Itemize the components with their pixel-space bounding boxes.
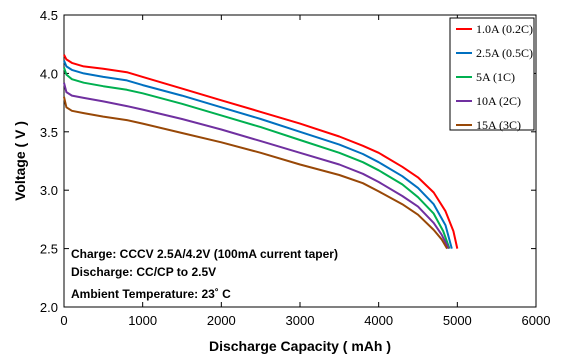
- x-axis-ticks: 0 1000 2000 3000 4000 5000 6000: [60, 15, 550, 328]
- series-line: [63, 67, 451, 249]
- legend-label: 5A (1C): [476, 70, 515, 84]
- y-tick-label: 4.5: [40, 8, 58, 23]
- legend-label: 15A (3C): [476, 118, 521, 132]
- conditions-annotation: Charge: CCCV 2.5A/4.2V (100mA current ta…: [71, 247, 338, 301]
- annotation-charge: Charge: CCCV 2.5A/4.2V (100mA current ta…: [71, 247, 338, 261]
- legend-label: 1.0A (0.2C): [476, 22, 533, 36]
- legend: 1.0A (0.2C) 2.5A (0.5C) 5A (1C) 10A (2C) 15A…: [449, 17, 535, 132]
- x-tick-label: 6000: [522, 313, 551, 328]
- legend-label: 10A (2C): [476, 94, 521, 108]
- x-tick-label: 5000: [443, 313, 472, 328]
- y-tick-label: 4.0: [40, 66, 58, 81]
- y-tick-label: 2.0: [40, 300, 58, 315]
- series-line: [63, 54, 459, 249]
- annotation-discharge: Discharge: CC/CP to 2.5V: [71, 265, 216, 279]
- x-tick-label: 1000: [128, 313, 157, 328]
- series-line: [63, 96, 448, 250]
- y-tick-label: 3.5: [40, 125, 58, 140]
- y-tick-label: 3.0: [40, 183, 58, 198]
- legend-label: 2.5A (0.5C): [476, 46, 533, 60]
- x-tick-label: 0: [60, 313, 67, 328]
- y-axis-title: Voltage ( V ): [12, 121, 28, 201]
- annotation-temperature: Ambient Temperature: 23˚ C: [71, 287, 231, 301]
- series-line: [63, 82, 450, 250]
- series-lines: [63, 54, 459, 250]
- x-tick-label: 4000: [364, 313, 393, 328]
- x-axis-title: Discharge Capacity ( mAh ): [209, 338, 391, 354]
- legend-box: [449, 17, 535, 131]
- x-tick-label: 3000: [286, 313, 315, 328]
- y-axis-ticks: 2.0 2.5 3.0 3.5 4.0 4.5: [40, 8, 536, 315]
- series-line: [63, 60, 453, 249]
- y-tick-label: 2.5: [40, 242, 58, 257]
- x-tick-label: 2000: [207, 313, 236, 328]
